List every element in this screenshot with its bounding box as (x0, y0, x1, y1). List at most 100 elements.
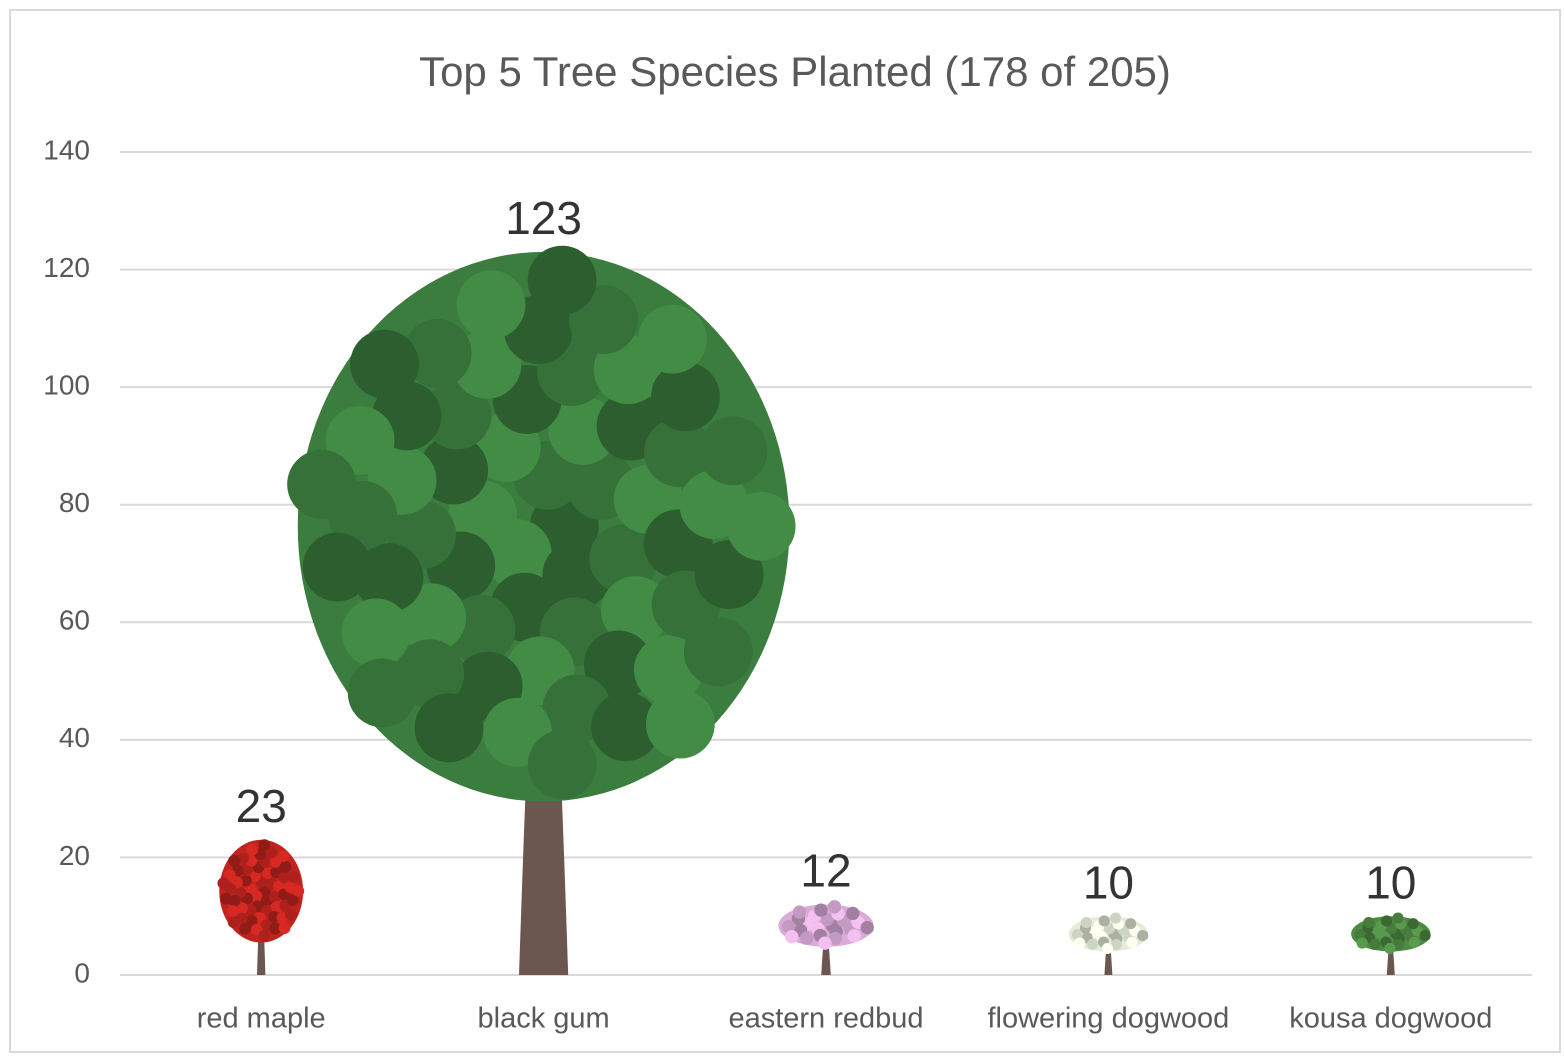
value-label: 23 (236, 780, 287, 832)
chart-title: Top 5 Tree Species Planted (178 of 205) (419, 48, 1171, 95)
tree-leaf-cluster (245, 915, 258, 927)
tree (1068, 912, 1149, 975)
tree-leaf-cluster (1098, 915, 1110, 927)
tree-leaf-cluster (846, 906, 860, 921)
tree-leaf-cluster (270, 900, 283, 913)
tree-leaf-cluster (419, 435, 489, 505)
tree-leaf-cluster (1369, 938, 1381, 950)
tree-leaf-cluster (651, 362, 720, 432)
tree-leaf-cluster (785, 930, 799, 944)
y-tick-label: 40 (59, 722, 90, 753)
tree-leaf-cluster (698, 416, 768, 486)
tree-leaf-cluster (228, 894, 241, 907)
tree-leaf-cluster (1384, 942, 1396, 955)
y-tick-label: 120 (43, 252, 90, 283)
tree-trunk (1104, 933, 1113, 975)
tree-leaf-cluster (414, 693, 484, 763)
y-tick-label: 80 (59, 487, 90, 518)
tree-leaf-cluster (792, 905, 807, 919)
tree-leaf-cluster (1381, 915, 1393, 927)
tree-leaf-cluster (1074, 937, 1086, 949)
tree (217, 839, 305, 975)
tree-leaf-cluster (277, 850, 290, 862)
tree (287, 245, 796, 975)
tree-leaf-cluster (694, 540, 764, 610)
tree-leaf-cluster (601, 576, 670, 645)
tree-leaf-cluster (287, 449, 357, 519)
tree-leaf-cluster (527, 245, 597, 315)
tree-leaf-cluster (1408, 936, 1420, 948)
tree-leaf-cluster (402, 318, 472, 388)
tree-leaf-cluster (1086, 938, 1098, 950)
x-tick-label: black gum (478, 1003, 610, 1035)
tree-leaf-cluster (236, 902, 248, 915)
y-tick-label: 60 (59, 605, 90, 636)
tree (1351, 912, 1431, 975)
tree-leaf-cluster (591, 692, 661, 762)
y-tick-label: 100 (43, 370, 90, 401)
tree-leaf-cluster (286, 894, 299, 906)
tree-leaf-cluster (265, 846, 278, 859)
tree-leaf-cluster (645, 689, 715, 759)
tree-leaf-cluster (800, 931, 814, 945)
tree-leaf-cluster (279, 860, 292, 873)
tree-leaf-cluster (354, 543, 424, 613)
tree-leaf-cluster (644, 418, 713, 487)
tree-leaf-cluster (269, 891, 281, 904)
tree-leaf-cluster (239, 922, 251, 935)
tree-leaf-cluster (589, 524, 659, 594)
tree-leaf-cluster (781, 919, 796, 934)
y-tick-label: 20 (59, 840, 90, 871)
tree-leaf-cluster (287, 871, 300, 883)
tree-leaf-cluster (1125, 918, 1137, 930)
value-label: 123 (505, 192, 582, 244)
tree-leaf-cluster (814, 903, 828, 917)
tree-leaf-cluster (1071, 929, 1083, 941)
tree-leaf-cluster (1407, 918, 1419, 930)
tree-leaf-cluster (292, 885, 305, 897)
tree-leaf-cluster (1392, 912, 1404, 924)
tree-leaf-cluster (1363, 916, 1375, 929)
tree-leaf-cluster (226, 905, 239, 917)
tree-leaf-cluster (422, 380, 492, 450)
x-tick-label: eastern redbud (728, 1003, 923, 1035)
tree-leaf-cluster (258, 839, 271, 851)
tree-leaf-cluster (1080, 916, 1092, 929)
tree-leaf-cluster (527, 730, 597, 799)
tree-leaf-cluster (240, 864, 253, 877)
tree-leaf-cluster (1137, 930, 1149, 942)
tree-leaf-cluster (268, 911, 280, 923)
tree-trunk (821, 925, 831, 975)
tree-leaf-cluster (269, 922, 282, 935)
tree-leaf-cluster (583, 630, 653, 700)
tree (778, 900, 874, 975)
tree-leaf-cluster (1393, 938, 1405, 951)
value-label: 10 (1083, 856, 1134, 908)
tree-leaf-cluster (726, 491, 796, 561)
tree-leaf-cluster (683, 617, 753, 687)
value-label: 12 (800, 845, 851, 897)
tree-leaf-cluster (220, 892, 232, 905)
tree-leaf-cluster (1109, 912, 1122, 924)
tree-leaf-cluster (456, 270, 526, 340)
x-tick-label: flowering dogwood (987, 1003, 1229, 1035)
tree-leaf-cluster (1126, 936, 1138, 948)
y-tick-label: 140 (43, 134, 90, 165)
tree-leaf-cluster (860, 921, 874, 935)
tree-leaf-cluster (258, 929, 271, 942)
tree-trunk (1386, 933, 1395, 975)
tree-leaf-cluster (638, 304, 707, 374)
tree-leaf-cluster (278, 922, 291, 934)
y-tick-label: 0 (74, 957, 90, 988)
tree-leaf-cluster (827, 900, 842, 914)
tree-leaf-cluster (1354, 929, 1366, 941)
tree-leaf-cluster (302, 532, 372, 602)
tree-leaf-cluster (227, 916, 240, 929)
value-label: 10 (1365, 856, 1416, 908)
tree-leaf-cluster (1110, 938, 1122, 951)
tree-leaf-cluster (347, 658, 417, 728)
tree-leaf-cluster (278, 871, 291, 884)
x-tick-label: red maple (197, 1003, 326, 1035)
tree-leaf-cluster (217, 877, 230, 890)
